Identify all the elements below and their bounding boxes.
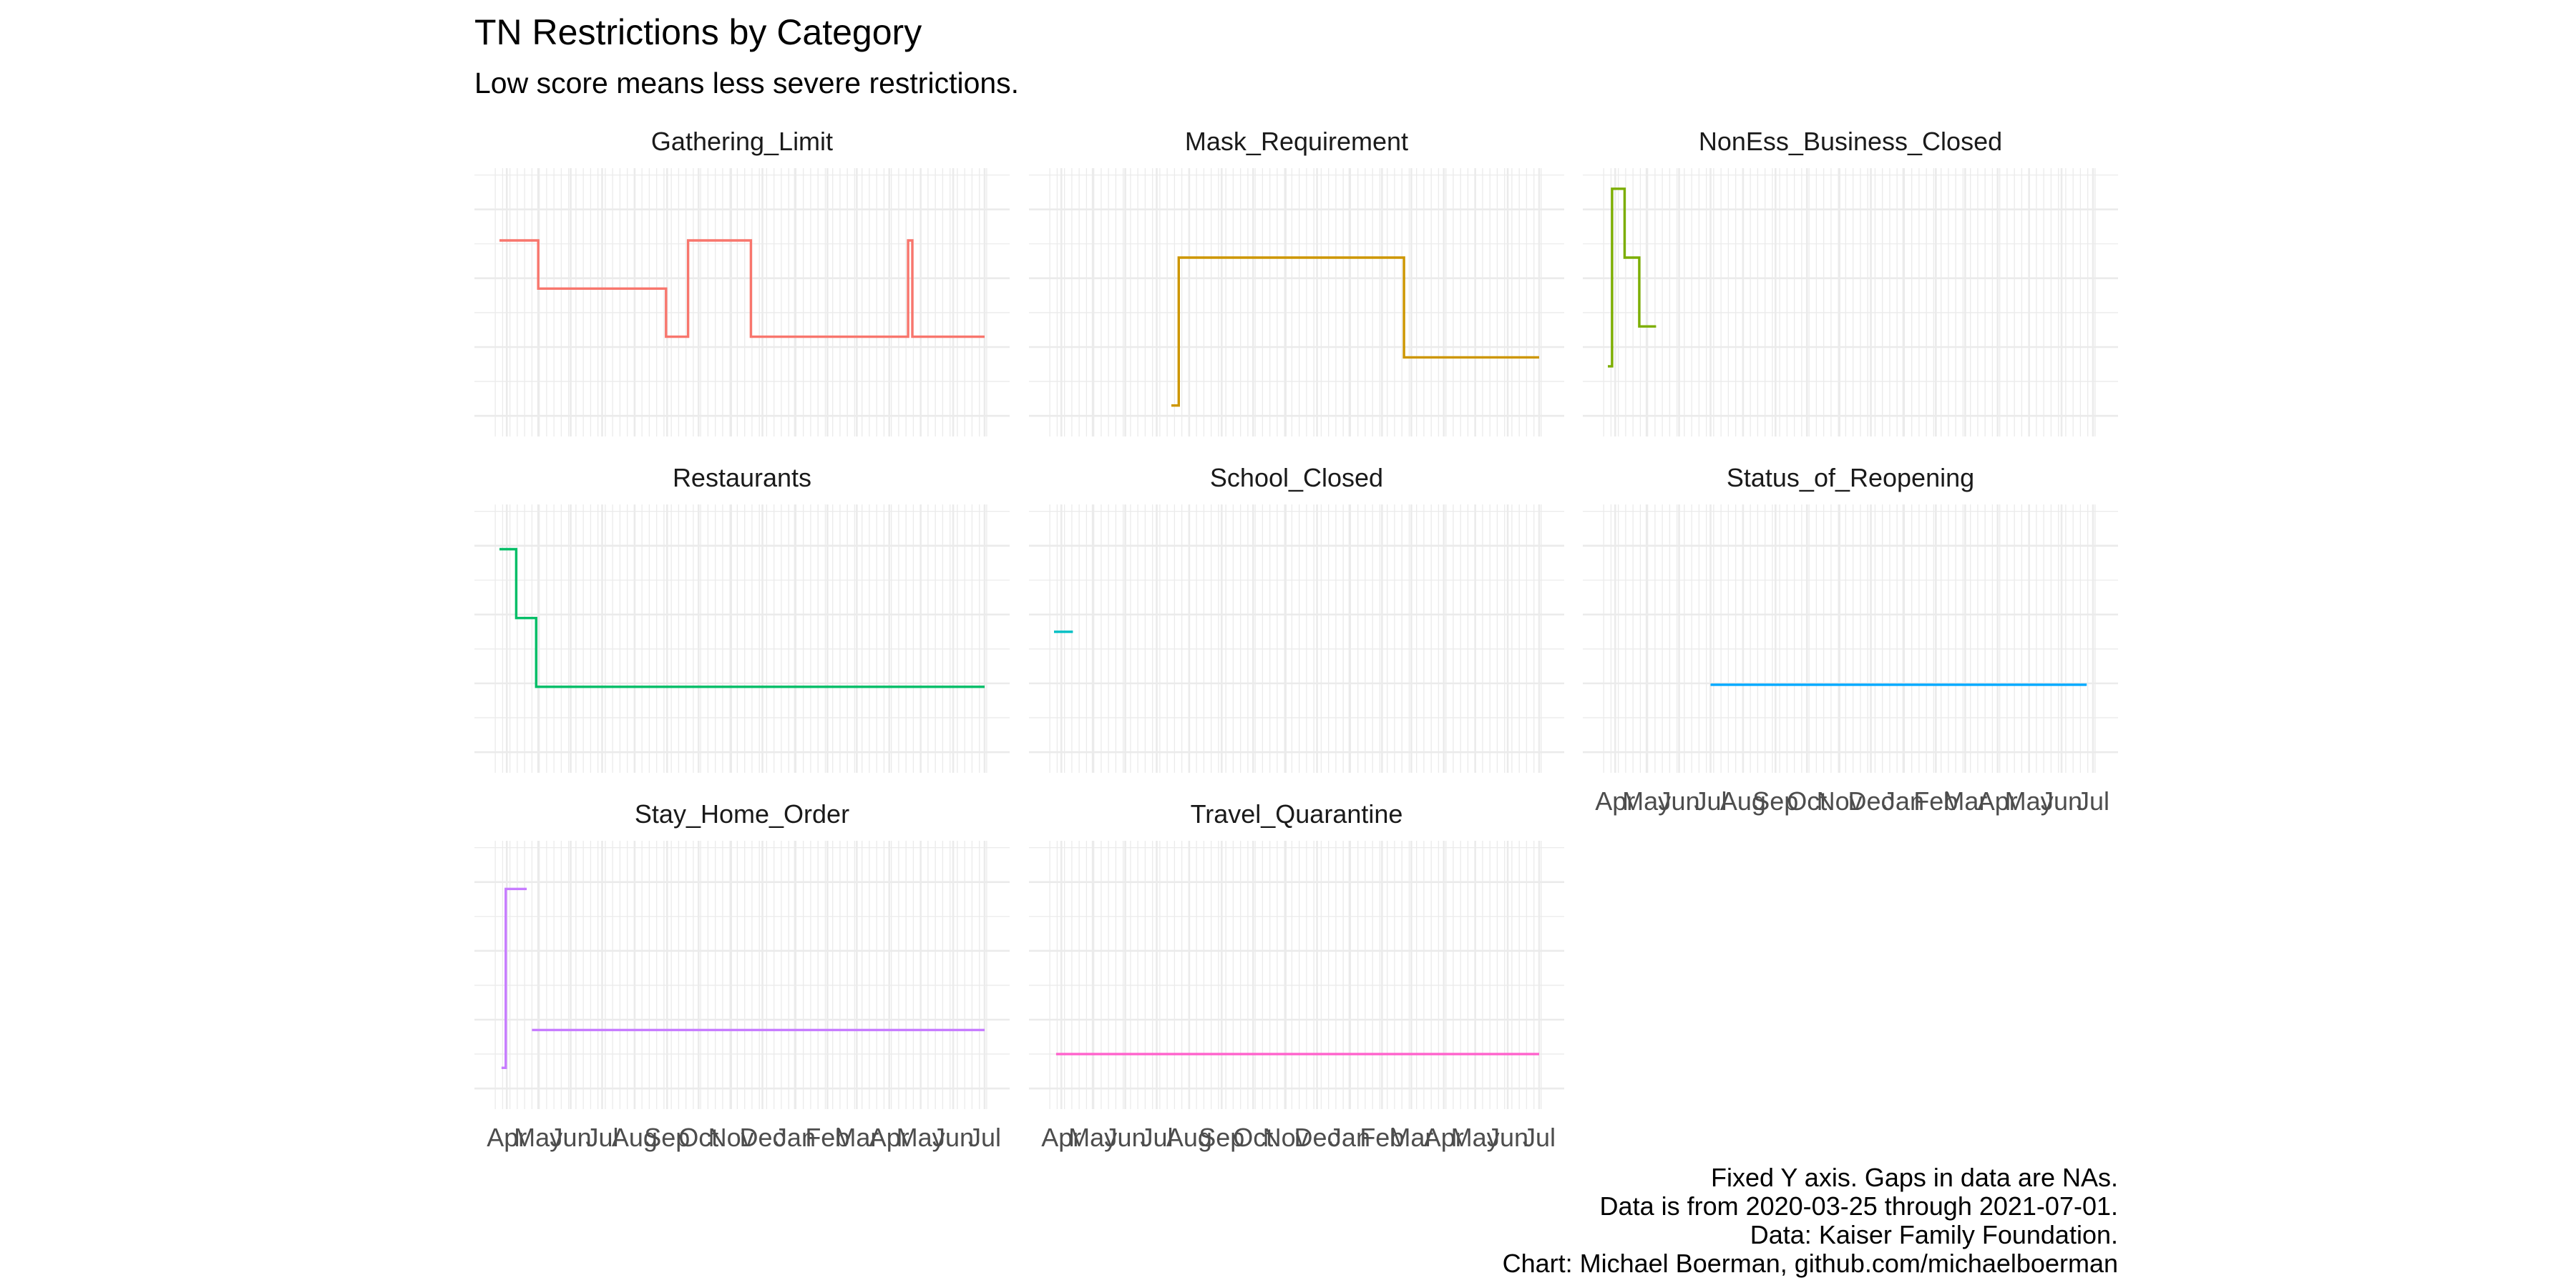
x-tick-label: May xyxy=(1451,1123,1500,1152)
facet-strip-title: Travel_Quarantine xyxy=(1191,799,1403,829)
x-tick-label: Mar xyxy=(834,1123,879,1152)
x-tick-label: May xyxy=(2005,786,2054,816)
x-tick-label: Aug xyxy=(1166,1123,1212,1152)
x-tick-label: Aug xyxy=(612,1123,658,1152)
facet-strip-title: Gathering_Limit xyxy=(651,127,833,156)
x-tick-label: Jun xyxy=(2041,786,2082,816)
x-tick-label: Mar xyxy=(1943,786,1987,816)
x-tick-label: Jun xyxy=(1487,1123,1528,1152)
x-tick-label: Nov xyxy=(1263,1123,1309,1152)
x-tick-label: Sep xyxy=(1752,786,1798,816)
facet-panel-stay-home-order: Stay_Home_OrderAprMayJunJulAugSepOctNovD… xyxy=(474,799,1010,1152)
x-tick-label: Nov xyxy=(1817,786,1863,816)
x-tick-label: Jul xyxy=(968,1123,1001,1152)
x-tick-label: Jun xyxy=(550,1123,592,1152)
facet-strip-title: Status_of_Reopening xyxy=(1727,463,1974,492)
chart-caption: Fixed Y axis. Gaps in data are NAs. Data… xyxy=(1503,1163,2118,1278)
x-tick-label: May xyxy=(514,1123,562,1152)
x-tick-label: Feb xyxy=(805,1123,849,1152)
chart-subtitle: Low score means less severe restrictions… xyxy=(474,67,1019,99)
series-line-noness-business-closed xyxy=(1608,187,1657,368)
x-tick-label: Jun xyxy=(1105,1123,1146,1152)
x-tick-label: Oct xyxy=(1233,1123,1273,1152)
x-tick-label: Oct xyxy=(678,1123,718,1152)
x-tick-label: May xyxy=(1622,786,1671,816)
x-tick-label: Dec xyxy=(1848,786,1894,816)
x-tick-label: Feb xyxy=(1913,786,1958,816)
x-tick-label: Jan xyxy=(1883,786,1924,816)
x-tick-label: Jul xyxy=(1523,1123,1556,1152)
x-tick-label: Sep xyxy=(1199,1123,1244,1152)
series-line-stay-home-order xyxy=(501,887,985,1069)
x-tick-label: Jul xyxy=(585,1123,618,1152)
x-tick-label: Jul xyxy=(1140,1123,1173,1152)
facet-panel-gathering-limit: Gathering_Limit xyxy=(474,127,1010,436)
caption-line-1: Fixed Y axis. Gaps in data are NAs. xyxy=(1711,1163,2118,1192)
facet-strip-title: Stay_Home_Order xyxy=(635,799,849,829)
x-tick-label: Jul xyxy=(2077,786,2109,816)
facet-strip-title: NonEss_Business_Closed xyxy=(1699,127,2002,156)
x-tick-label: Apr xyxy=(487,1123,527,1152)
series-line-mask-requirement xyxy=(1171,256,1539,407)
chart-title: TN Restrictions by Category xyxy=(474,12,922,52)
x-tick-label: Nov xyxy=(708,1123,754,1152)
caption-line-4: Chart: Michael Boerman, github.com/micha… xyxy=(1503,1249,2118,1278)
facet-panel-status-of-reopening: Status_of_ReopeningAprMayJunJulAugSepOct… xyxy=(1583,463,2118,816)
x-tick-label: Apr xyxy=(1978,786,2018,816)
series-line-gathering-limit xyxy=(499,239,985,338)
x-tick-label: Feb xyxy=(1360,1123,1404,1152)
series-line-restaurants xyxy=(499,547,985,688)
x-tick-label: Jan xyxy=(774,1123,816,1152)
facet-panel-school-closed: School_Closed xyxy=(1029,463,1564,773)
x-tick-label: Jun xyxy=(932,1123,974,1152)
x-tick-label: Sep xyxy=(644,1123,690,1152)
facet-panel-restaurants: Restaurants xyxy=(474,463,1010,773)
facet-panel-travel-quarantine: Travel_QuarantineAprMayJunJulAugSepOctNo… xyxy=(1029,799,1564,1152)
x-tick-label: Oct xyxy=(1787,786,1827,816)
x-tick-label: Dec xyxy=(740,1123,786,1152)
facet-panel-mask-requirement: Mask_Requirement xyxy=(1029,127,1564,436)
caption-line-2: Data is from 2020-03-25 through 2021-07-… xyxy=(1600,1191,2118,1221)
x-tick-label: May xyxy=(1068,1123,1117,1152)
x-tick-label: Dec xyxy=(1294,1123,1340,1152)
x-tick-label: May xyxy=(897,1123,945,1152)
x-tick-label: Apr xyxy=(1424,1123,1464,1152)
x-tick-label: Jan xyxy=(1329,1123,1370,1152)
x-tick-label: Jun xyxy=(1659,786,1700,816)
x-tick-label: Mar xyxy=(1389,1123,1433,1152)
facet-strip-title: Mask_Requirement xyxy=(1185,127,1408,156)
x-tick-label: Apr xyxy=(1595,786,1635,816)
caption-line-3: Data: Kaiser Family Foundation. xyxy=(1750,1220,2118,1249)
facet-panel-noness-business-closed: NonEss_Business_Closed xyxy=(1583,127,2118,436)
x-tick-label: Apr xyxy=(1041,1123,1081,1152)
x-tick-label: Apr xyxy=(869,1123,909,1152)
x-tick-label: Aug xyxy=(1720,786,1766,816)
facet-panels: Gathering_Limit Mask_Requirement NonEss_Bu… xyxy=(474,127,2118,1152)
x-tick-label: Jul xyxy=(1694,786,1727,816)
facet-strip-title: Restaurants xyxy=(673,463,811,492)
facet-strip-title: School_Closed xyxy=(1210,463,1383,492)
